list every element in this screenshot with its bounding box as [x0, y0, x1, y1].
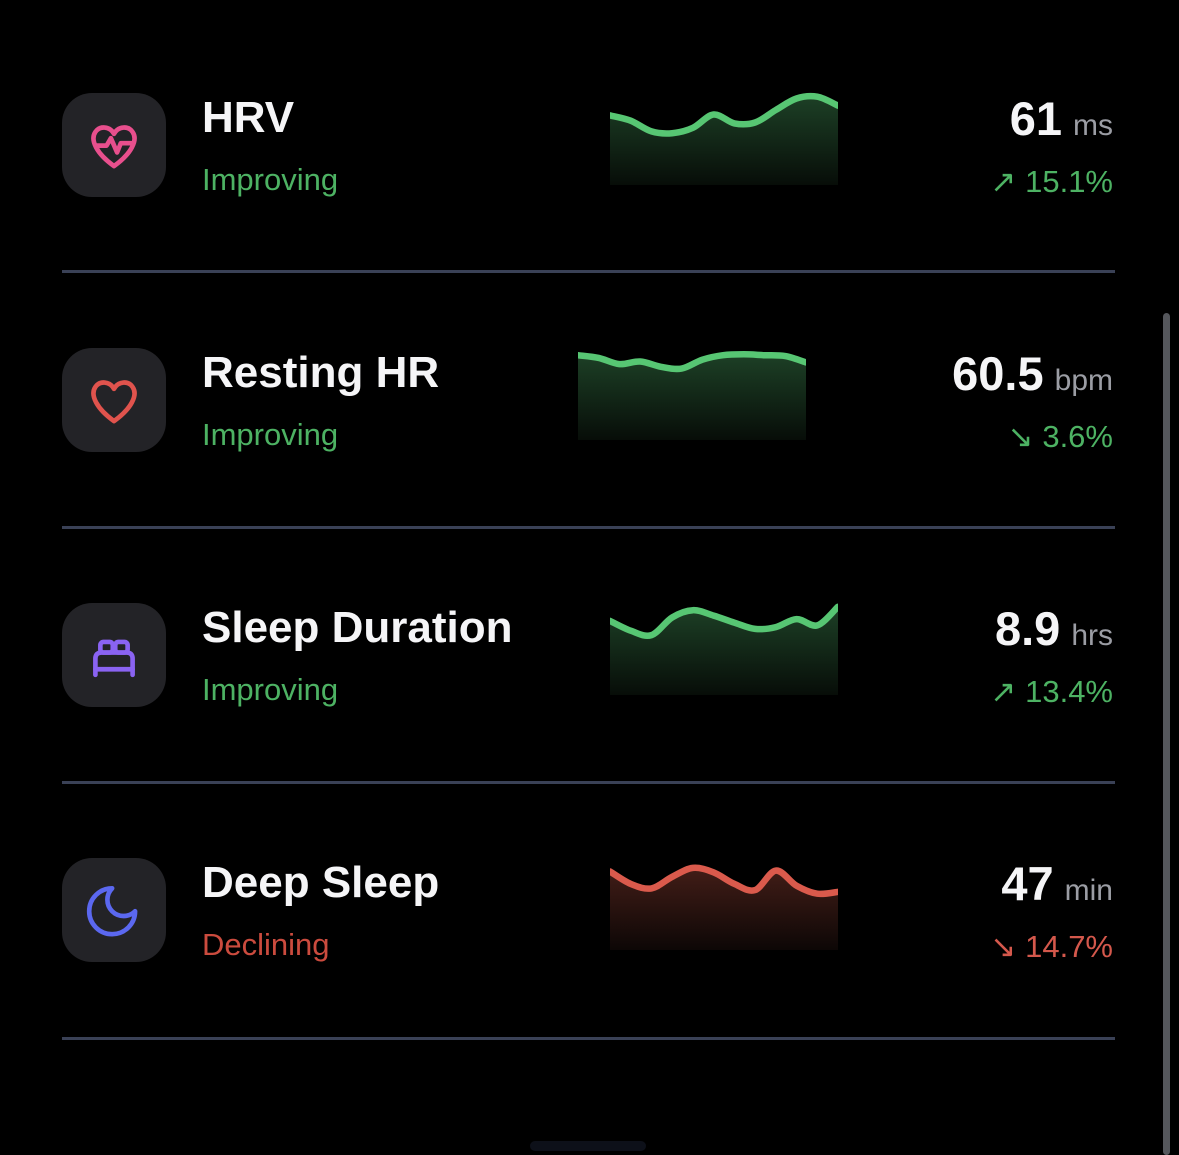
metric-status: Improving — [202, 417, 339, 452]
metric-title: Resting HR — [202, 348, 440, 397]
hrv-sparkline-chart — [610, 92, 838, 185]
metric-row-sleep-duration[interactable]: Sleep Duration Improving 8.9 hrs ↗ 13.4% — [0, 600, 1179, 780]
metric-row-hrv[interactable]: HRV Improving 61 ms ↗ 15.1% — [0, 90, 1179, 270]
row-divider — [62, 781, 1115, 784]
metric-change: 15.1% — [1025, 164, 1113, 199]
metric-status: Declining — [202, 927, 330, 962]
metric-status: Improving — [202, 162, 339, 197]
heart-pulse-icon — [91, 125, 137, 169]
metric-title: Sleep Duration — [202, 603, 513, 652]
trend-down-arrow-icon: ↘ — [1007, 419, 1034, 454]
metric-value: 47 — [1001, 857, 1054, 910]
sleep-duration-icon-tile — [62, 603, 166, 707]
row-divider — [62, 526, 1115, 529]
deep-sleep-icon-tile — [62, 858, 166, 962]
metric-value: 60.5 — [952, 347, 1044, 400]
metric-change: 3.6% — [1042, 419, 1113, 454]
moon-icon — [86, 885, 138, 937]
home-indicator — [530, 1141, 646, 1151]
hrv-icon-tile — [62, 93, 166, 197]
row-divider — [62, 270, 1115, 273]
resting-hr-sparkline-chart — [578, 351, 806, 440]
resting-hr-icon-tile — [62, 348, 166, 452]
metric-unit: min — [1064, 874, 1113, 907]
metric-row-deep-sleep[interactable]: Deep Sleep Declining 47 min ↘ 14.7% — [0, 855, 1179, 1035]
metric-row-resting-hr[interactable]: Resting HR Improving 60.5 bpm ↘ 3.6% — [0, 345, 1179, 525]
metric-unit: ms — [1073, 109, 1113, 142]
trend-down-arrow-icon: ↘ — [990, 929, 1017, 964]
trend-up-arrow-icon: ↗ — [990, 164, 1017, 199]
metric-title: HRV — [202, 93, 295, 142]
metric-change: 14.7% — [1025, 929, 1113, 964]
metric-title: Deep Sleep — [202, 858, 440, 907]
metric-value: 61 — [1009, 92, 1062, 145]
sleep-duration-sparkline-chart — [610, 603, 838, 695]
metric-status: Improving — [202, 672, 339, 707]
heart-icon — [91, 380, 137, 424]
metric-value: 8.9 — [994, 602, 1061, 655]
scrollbar-thumb[interactable] — [1163, 313, 1170, 1155]
deep-sleep-sparkline-chart — [610, 864, 838, 950]
metric-change: 13.4% — [1025, 674, 1113, 709]
metric-unit: bpm — [1054, 364, 1113, 397]
bed-icon — [93, 639, 135, 678]
trend-up-arrow-icon: ↗ — [990, 674, 1017, 709]
row-divider — [62, 1037, 1115, 1040]
metric-unit: hrs — [1071, 619, 1113, 652]
